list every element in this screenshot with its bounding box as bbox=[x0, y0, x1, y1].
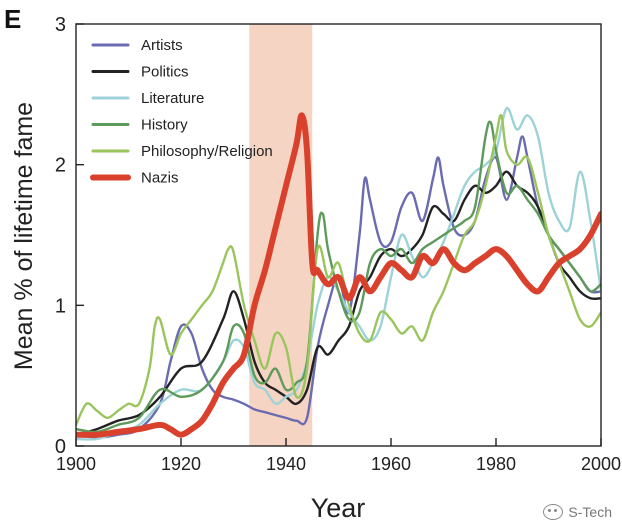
legend-label-politics: Politics bbox=[141, 64, 189, 81]
series-line-history bbox=[76, 120, 601, 434]
panel-label: E bbox=[4, 4, 22, 34]
legend-label-nazis: Nazis bbox=[141, 170, 179, 187]
watermark: S-Tech bbox=[543, 504, 612, 520]
x-tick-label: 1980 bbox=[476, 454, 516, 474]
legend-label-artists: Artists bbox=[141, 37, 183, 54]
x-tick-label: 1900 bbox=[56, 454, 96, 474]
x-tick-label: 1920 bbox=[161, 454, 201, 474]
legend: Artists Politics Literature History Philosop… bbox=[90, 37, 273, 187]
x-tick-label: 1940 bbox=[266, 454, 306, 474]
series-line-politics bbox=[76, 170, 601, 436]
y-tick-label: 2 bbox=[55, 155, 66, 177]
series-line-philosophy-religion bbox=[76, 113, 601, 427]
series-lines-layer bbox=[76, 107, 601, 441]
y-tick-label: 3 bbox=[55, 14, 66, 36]
series-line-artists bbox=[76, 135, 601, 439]
watermark-text: S-Tech bbox=[568, 504, 612, 520]
y-tick-label: 0 bbox=[55, 436, 66, 458]
y-axis-label: Mean % of lifetime fame bbox=[10, 102, 38, 370]
x-tick-label: 2000 bbox=[581, 454, 621, 474]
x-tick-label: 1960 bbox=[371, 454, 411, 474]
series-line-nazis bbox=[76, 112, 601, 438]
x-axis-label: Year bbox=[311, 493, 366, 523]
plot-frame bbox=[75, 23, 602, 447]
axes-layer: 1900 1920 1940 1960 1980 2000 0 1 2 3 bbox=[55, 14, 621, 474]
wechat-icon bbox=[543, 504, 564, 520]
y-tick-label: 1 bbox=[55, 295, 66, 317]
legend-label-literature: Literature bbox=[141, 90, 204, 107]
legend-label-philosophy-religion: Philosophy/Religion bbox=[141, 143, 273, 160]
legend-label-history: History bbox=[141, 117, 188, 134]
